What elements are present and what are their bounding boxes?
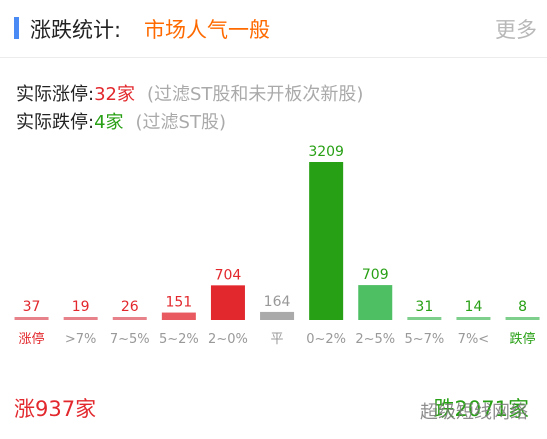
limit-down-label: 实际跌停:: [16, 112, 95, 133]
limit-up-label: 实际涨停:: [16, 84, 95, 105]
bar-value-9: 14: [465, 299, 483, 315]
bar-value-8: 31: [415, 299, 433, 315]
header: 涨跌统计: 市场人气一般 更多: [0, 0, 547, 56]
limit-down-note: (过滤ST股): [135, 112, 226, 133]
bar-value-5: 164: [264, 294, 291, 310]
header-divider: [0, 57, 547, 58]
category-label-3: 5~2%: [159, 332, 199, 347]
category-label-5: 平: [271, 332, 284, 347]
category-label-1: >7%: [65, 332, 97, 347]
limit-down-stat: 实际跌停:4家 (过滤ST股): [16, 108, 226, 134]
bar-value-3: 151: [165, 295, 192, 311]
rise-count: 涨937家: [14, 397, 97, 421]
bar-4: [210, 285, 245, 320]
bar-10: [505, 317, 540, 320]
market-sentiment: 市场人气一般: [144, 18, 270, 42]
bar-3: [161, 312, 196, 320]
bar-0: [14, 317, 49, 320]
bar-5: [260, 311, 295, 320]
limit-up-value: 32家: [94, 84, 135, 105]
bar-8: [407, 317, 442, 320]
bar-value-4: 704: [215, 267, 242, 283]
category-label-6: 0~2%: [306, 332, 346, 347]
bar-2: [112, 317, 147, 320]
bar-9: [456, 317, 491, 320]
bar-value-1: 19: [72, 299, 90, 315]
category-label-7: 2~5%: [355, 332, 395, 347]
bar-7: [358, 285, 393, 320]
category-label-10: 跌停: [510, 331, 536, 347]
bar-1: [63, 317, 98, 320]
category-label-9: 7%<: [458, 332, 490, 347]
bar-value-0: 37: [23, 299, 41, 315]
limit-down-value: 4家: [94, 112, 124, 133]
category-label-8: 5~7%: [404, 332, 444, 347]
category-label-0: 涨停: [19, 331, 45, 347]
accent-bar: [14, 17, 19, 39]
category-label-4: 2~0%: [208, 332, 248, 347]
category-label-2: 7~5%: [110, 332, 150, 347]
bar-value-2: 26: [121, 299, 139, 315]
section-title: 涨跌统计:: [30, 18, 122, 42]
more-link[interactable]: 更多: [495, 18, 537, 42]
watermark-text: 超级短线网络: [420, 402, 528, 423]
bar-value-7: 709: [362, 267, 389, 283]
bar-6: [309, 162, 344, 320]
distribution-chart: 37 涨停 19 >7% 26 7~5% 151 5~2% 704 2~0% 164 平 3209 0~2…: [14, 144, 540, 347]
limit-up-stat: 实际涨停:32家 (过滤ST股和未开板次新股): [16, 80, 363, 106]
bar-value-10: 8: [518, 299, 527, 315]
bar-value-6: 3209: [308, 144, 344, 160]
limit-up-note: (过滤ST股和未开板次新股): [146, 84, 364, 105]
fall-count: 跌2071家: [433, 397, 529, 421]
